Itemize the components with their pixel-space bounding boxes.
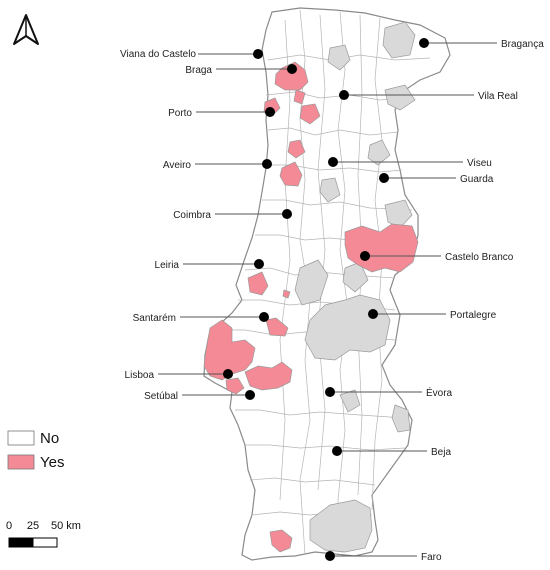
city-marker-faro bbox=[325, 551, 335, 561]
city-label-braganca: Bragança bbox=[501, 39, 544, 50]
city-labels: Viana do Castelo Braga Porto Aveiro Coim… bbox=[120, 39, 544, 563]
country-outline bbox=[203, 7, 451, 561]
scale-tick-0: 0 bbox=[6, 520, 12, 532]
city-label-castelo-branco: Castelo Branco bbox=[445, 252, 514, 263]
legend-swatch-yes bbox=[7, 454, 35, 470]
legend-label-no: No bbox=[40, 430, 59, 447]
scale-tick-50: 50 km bbox=[51, 520, 81, 532]
city-label-viana-do-castelo: Viana do Castelo bbox=[120, 49, 196, 60]
no-data-areas bbox=[294, 21, 416, 553]
city-marker-portalegre bbox=[368, 309, 378, 319]
city-label-lisboa: Lisboa bbox=[125, 370, 155, 381]
city-label-coimbra: Coimbra bbox=[173, 210, 211, 221]
city-marker-vila-real bbox=[339, 90, 349, 100]
city-marker-coimbra bbox=[282, 209, 292, 219]
city-label-faro: Faro bbox=[421, 552, 442, 563]
legend: No Yes bbox=[7, 430, 64, 471]
city-marker-viana-do-castelo bbox=[253, 49, 263, 59]
city-marker-leiria bbox=[254, 259, 264, 269]
city-marker-lisboa bbox=[223, 369, 233, 379]
north-arrow-icon bbox=[13, 14, 39, 45]
legend-label-yes: Yes bbox=[40, 454, 64, 471]
scale-tick-25: 25 bbox=[27, 520, 39, 532]
scale-bar: 0 25 50 km bbox=[6, 520, 81, 548]
city-label-porto: Porto bbox=[168, 108, 192, 119]
city-markers bbox=[223, 38, 429, 561]
city-label-setubal: Setúbal bbox=[144, 391, 178, 402]
city-label-guarda: Guarda bbox=[460, 174, 494, 185]
city-marker-beja bbox=[332, 446, 342, 456]
city-marker-guarda bbox=[379, 173, 389, 183]
city-marker-santarem bbox=[259, 312, 269, 322]
city-marker-aveiro bbox=[262, 159, 272, 169]
legend-swatch-no bbox=[7, 430, 35, 446]
city-label-viseu: Viseu bbox=[467, 158, 492, 169]
city-label-portalegre: Portalegre bbox=[450, 310, 497, 321]
city-label-braga: Braga bbox=[185, 65, 212, 76]
city-marker-braganca bbox=[419, 38, 429, 48]
city-label-vila-real: Vila Real bbox=[478, 91, 518, 102]
city-label-leiria: Leiria bbox=[155, 260, 180, 271]
city-marker-porto bbox=[265, 107, 275, 117]
city-label-aveiro: Aveiro bbox=[163, 160, 192, 171]
city-marker-evora bbox=[325, 387, 335, 397]
city-marker-setubal bbox=[245, 390, 255, 400]
city-marker-viseu bbox=[328, 157, 338, 167]
city-label-evora: Évora bbox=[426, 386, 453, 399]
yes-areas bbox=[203, 61, 419, 553]
city-label-santarem: Santarém bbox=[133, 313, 176, 324]
city-marker-castelo-branco bbox=[360, 251, 370, 261]
city-label-beja: Beja bbox=[431, 447, 451, 458]
leader-lines bbox=[158, 42, 497, 557]
city-marker-braga bbox=[287, 64, 297, 74]
